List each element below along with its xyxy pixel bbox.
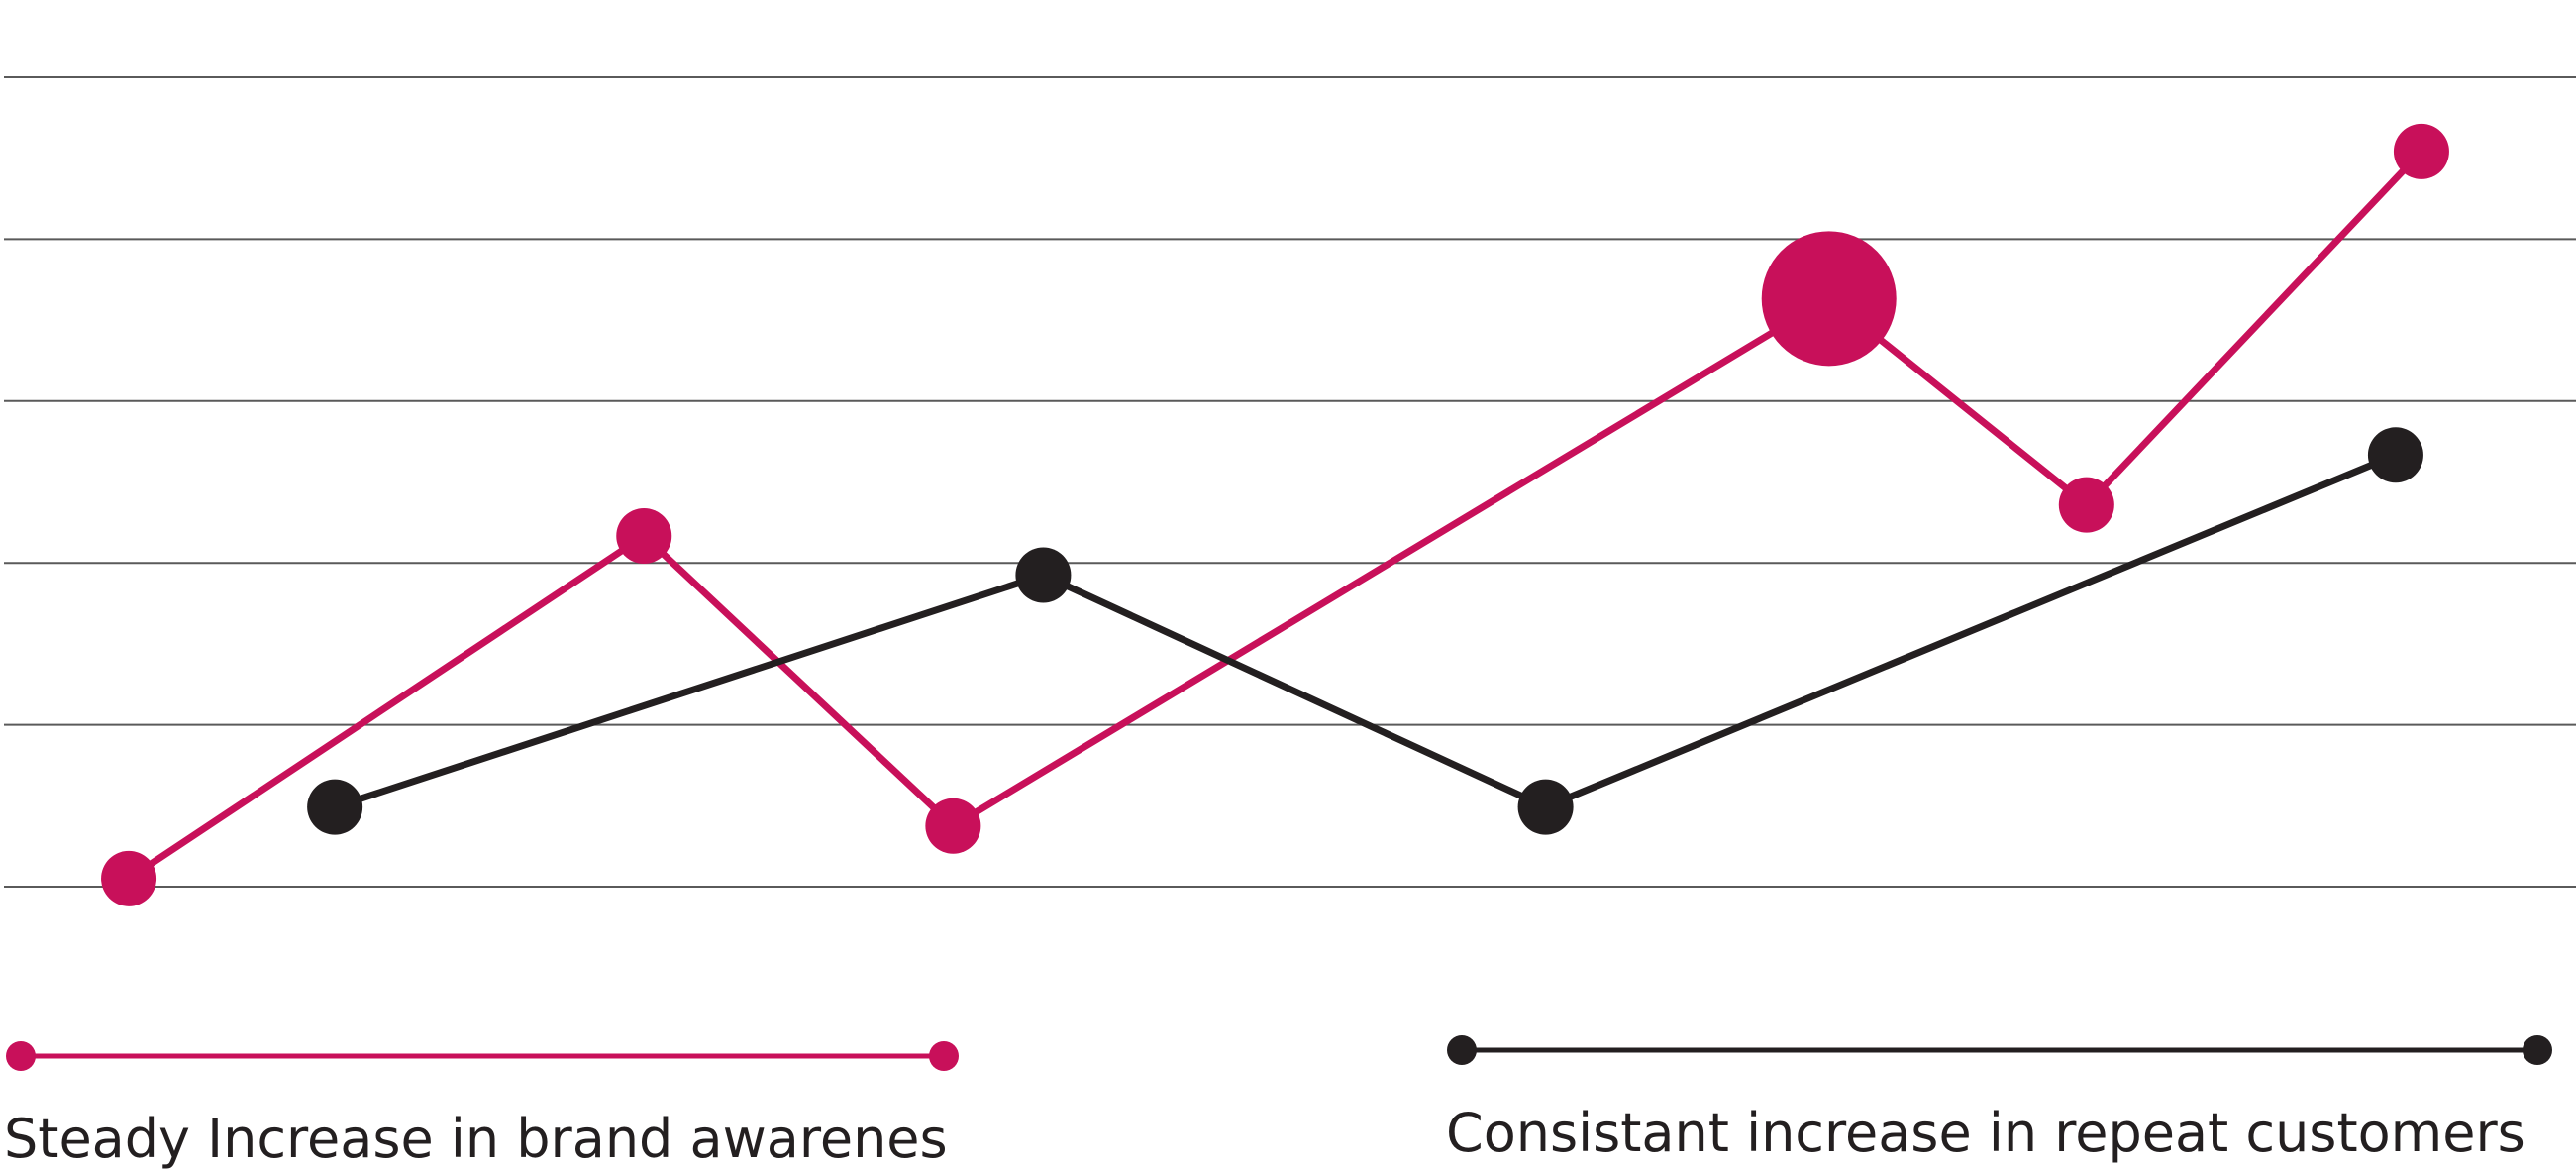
legend: Steady Increase in brand awarenes Consis… (4, 1035, 2552, 1170)
series-1-point (2058, 477, 2114, 533)
series-points (101, 123, 2449, 906)
series-1-point (616, 507, 672, 564)
legend-swatch-dot (1447, 1035, 1477, 1065)
series-2-point (2367, 427, 2423, 483)
legend-item-series-2: Consistant increase in repeat customers (1446, 1035, 2552, 1164)
legend-item-series-1: Steady Increase in brand awarenes (4, 1041, 959, 1170)
series-lines (127, 149, 2424, 882)
series-1-point (1761, 231, 1897, 367)
series-1-point (925, 798, 981, 854)
legend-swatch-dot (2523, 1035, 2552, 1065)
series-2-line (334, 452, 2398, 811)
legend-label: Consistant increase in repeat customers (1446, 1102, 2525, 1164)
legend-swatch-dot (929, 1041, 959, 1071)
gridlines (4, 76, 2576, 888)
legend-swatch-dot (6, 1041, 36, 1071)
series-2-point (1517, 779, 1574, 835)
series-2-point (307, 779, 363, 835)
series-1-point (101, 850, 157, 906)
series-2-point (1015, 547, 1072, 603)
legend-label: Steady Increase in brand awarenes (4, 1108, 948, 1170)
series-1-point (2393, 123, 2449, 179)
series-1-line (127, 149, 2424, 882)
